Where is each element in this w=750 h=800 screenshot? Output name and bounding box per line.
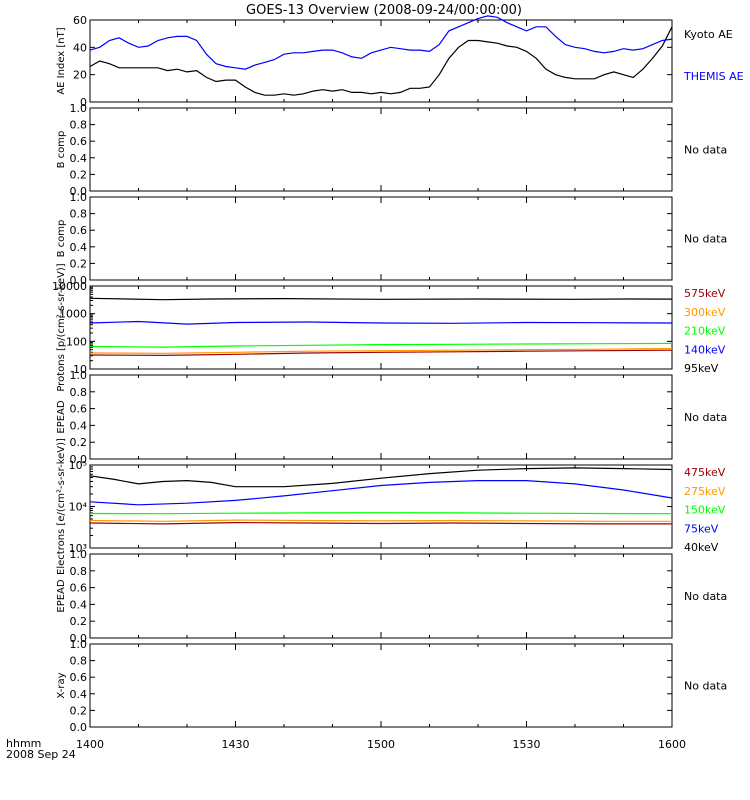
panel-4-ytick-label: 100 (66, 335, 87, 348)
legend-entry-210kev: 210keV (684, 325, 726, 338)
panel-5-ytick-label: 0.8 (70, 386, 88, 399)
panel-3-status: No data (684, 233, 727, 246)
panel-1-ylabel: AE Index [nT] (56, 27, 67, 94)
panel-8-ytick-label: 0.0 (70, 721, 88, 734)
panel-4-frame (89, 285, 673, 370)
panel-4-ytick-label: 10000 (52, 280, 87, 293)
panel-3-ytick-label: 0.2 (70, 257, 88, 270)
time-axis-tick-label: 1530 (513, 738, 541, 751)
panel-5-frame (89, 374, 673, 460)
panel-7-ytick-label: 0.0 (70, 632, 88, 645)
series-line-150kev (89, 512, 673, 515)
panel-3-ytick-label: 0.8 (70, 208, 88, 221)
panel-2-ytick-label: 0.4 (70, 152, 88, 165)
panel-7-frame (89, 553, 673, 639)
panel-7-ytick-label: 0.2 (70, 615, 88, 628)
panel-4-ylabel: Protons [p/(cm²-s-sr-keV)] (56, 263, 67, 391)
panel-3-ytick-label: 0.4 (70, 241, 88, 254)
series-line-95kev (89, 297, 673, 301)
legend-entry-575kev: 575keV (684, 287, 726, 300)
time-axis-corner-label: hhmm (6, 737, 41, 750)
panel-2-ylabel: B comp (56, 131, 67, 169)
legend-entry-75kev: 75keV (684, 522, 719, 535)
panel-5-ytick-label: 0.2 (70, 436, 88, 449)
legend-entry-475kev: 475keV (684, 466, 726, 479)
legend-entry-themis-ae: THEMIS AE (683, 70, 744, 83)
panel-7-status: No data (684, 590, 727, 603)
panel-1-frame (89, 19, 673, 103)
series-line-475kev (89, 521, 672, 525)
legend-entry-275kev: 275keV (684, 485, 726, 498)
panel-3-ytick-label: 0.0 (70, 274, 88, 287)
time-axis-tick-label: 1600 (658, 738, 686, 751)
panel-3-ylabel: B comp (56, 220, 67, 258)
panel-5-ytick-label: 0.4 (70, 419, 88, 432)
panel-8-ytick-label: 0.4 (70, 688, 88, 701)
panel-3-ytick-label: 1.0 (70, 191, 88, 204)
panel-8-ytick-label: 0.8 (70, 655, 88, 668)
panel-2-ytick-label: 0.8 (70, 119, 88, 132)
panel-7-ytick-label: 0.4 (70, 598, 88, 611)
panel-5-ytick-label: 1.0 (70, 369, 88, 382)
time-axis-tick-label: 1500 (367, 738, 395, 751)
series-line-kyoto-ae (89, 26, 673, 96)
panel-2-status: No data (684, 144, 727, 157)
legend-entry-300kev: 300keV (684, 306, 726, 319)
panel-2-ytick-label: 0.0 (70, 185, 88, 198)
panel-6-ylabel: Electrons [e/(cm²-s-sr-keV)] (56, 438, 67, 575)
panel-6-frame (89, 464, 673, 549)
panel-6-ytick-label: 10⁵ (69, 459, 87, 472)
panel-3-ytick-label: 0.6 (70, 224, 88, 237)
panel-7-ytick-label: 0.8 (70, 565, 88, 578)
panel-2-ytick-label: 0.6 (70, 135, 88, 148)
panel-5-ylabel: EPEAD (56, 400, 67, 434)
series-line-275kev (89, 519, 672, 522)
panel-7-ytick-label: 0.6 (70, 582, 88, 595)
figure-title: GOES-13 Overview (2008-09-24/00:00:00) (246, 3, 522, 18)
panel-3-frame (89, 196, 673, 281)
panel-8-ytick-label: 0.6 (70, 671, 88, 684)
series-line-75kev (89, 480, 673, 506)
panel-5-ytick-label: 0.0 (70, 453, 88, 466)
panel-1-ytick-label: 20 (73, 69, 87, 82)
time-axis-date-label: 2008 Sep 24 (6, 748, 76, 761)
panel-2-frame (89, 107, 673, 192)
legend-entry-kyoto-ae: Kyoto AE (684, 28, 733, 41)
panel-7-ytick-label: 1.0 (70, 548, 88, 561)
series-line-575kev (89, 349, 673, 357)
panel-7-ylabel: EPEAD (56, 579, 67, 613)
panel-2-ytick-label: 1.0 (70, 102, 88, 115)
panel-8-frame (89, 643, 673, 728)
series-line-themis-ae (89, 15, 673, 70)
panel-5-ytick-label: 0.6 (70, 403, 88, 416)
legend-entry-40kev: 40keV (684, 541, 719, 554)
panel-4-ytick-label: 10 (73, 363, 87, 376)
series-line-300kev (89, 347, 673, 354)
panel-6-ytick-label: 10⁴ (69, 501, 88, 514)
panel-1-ytick-label: 60 (73, 14, 87, 27)
time-axis-tick-label: 1430 (222, 738, 250, 751)
legend-entry-95kev: 95keV (684, 362, 719, 375)
panel-1-ytick-label: 0 (80, 96, 87, 109)
panel-8-ylabel: X-ray (56, 672, 67, 698)
panel-8-status: No data (684, 680, 727, 693)
panel-4-ytick-label: 1000 (59, 308, 87, 321)
panel-8-ytick-label: 1.0 (70, 638, 88, 651)
panels: 0 20 40 60 AE Index [nT] Kyoto AE THEMIS AE 0.0… (52, 14, 744, 751)
panel-1-ytick-label: 40 (73, 41, 87, 54)
legend-entry-140kev: 140keV (684, 343, 726, 356)
panel-5-status: No data (684, 411, 727, 424)
series-line-140kev (89, 320, 673, 325)
time-axis-tick-label: 1400 (76, 738, 104, 751)
series-line-40kev (89, 467, 673, 488)
panel-2-ytick-label: 0.2 (70, 168, 88, 181)
panel-8-ytick-label: 0.2 (70, 704, 88, 717)
legend-entry-150kev: 150keV (684, 504, 726, 517)
panel-6-ytick-label: 10³ (69, 542, 87, 555)
series-line-210kev (89, 342, 673, 348)
